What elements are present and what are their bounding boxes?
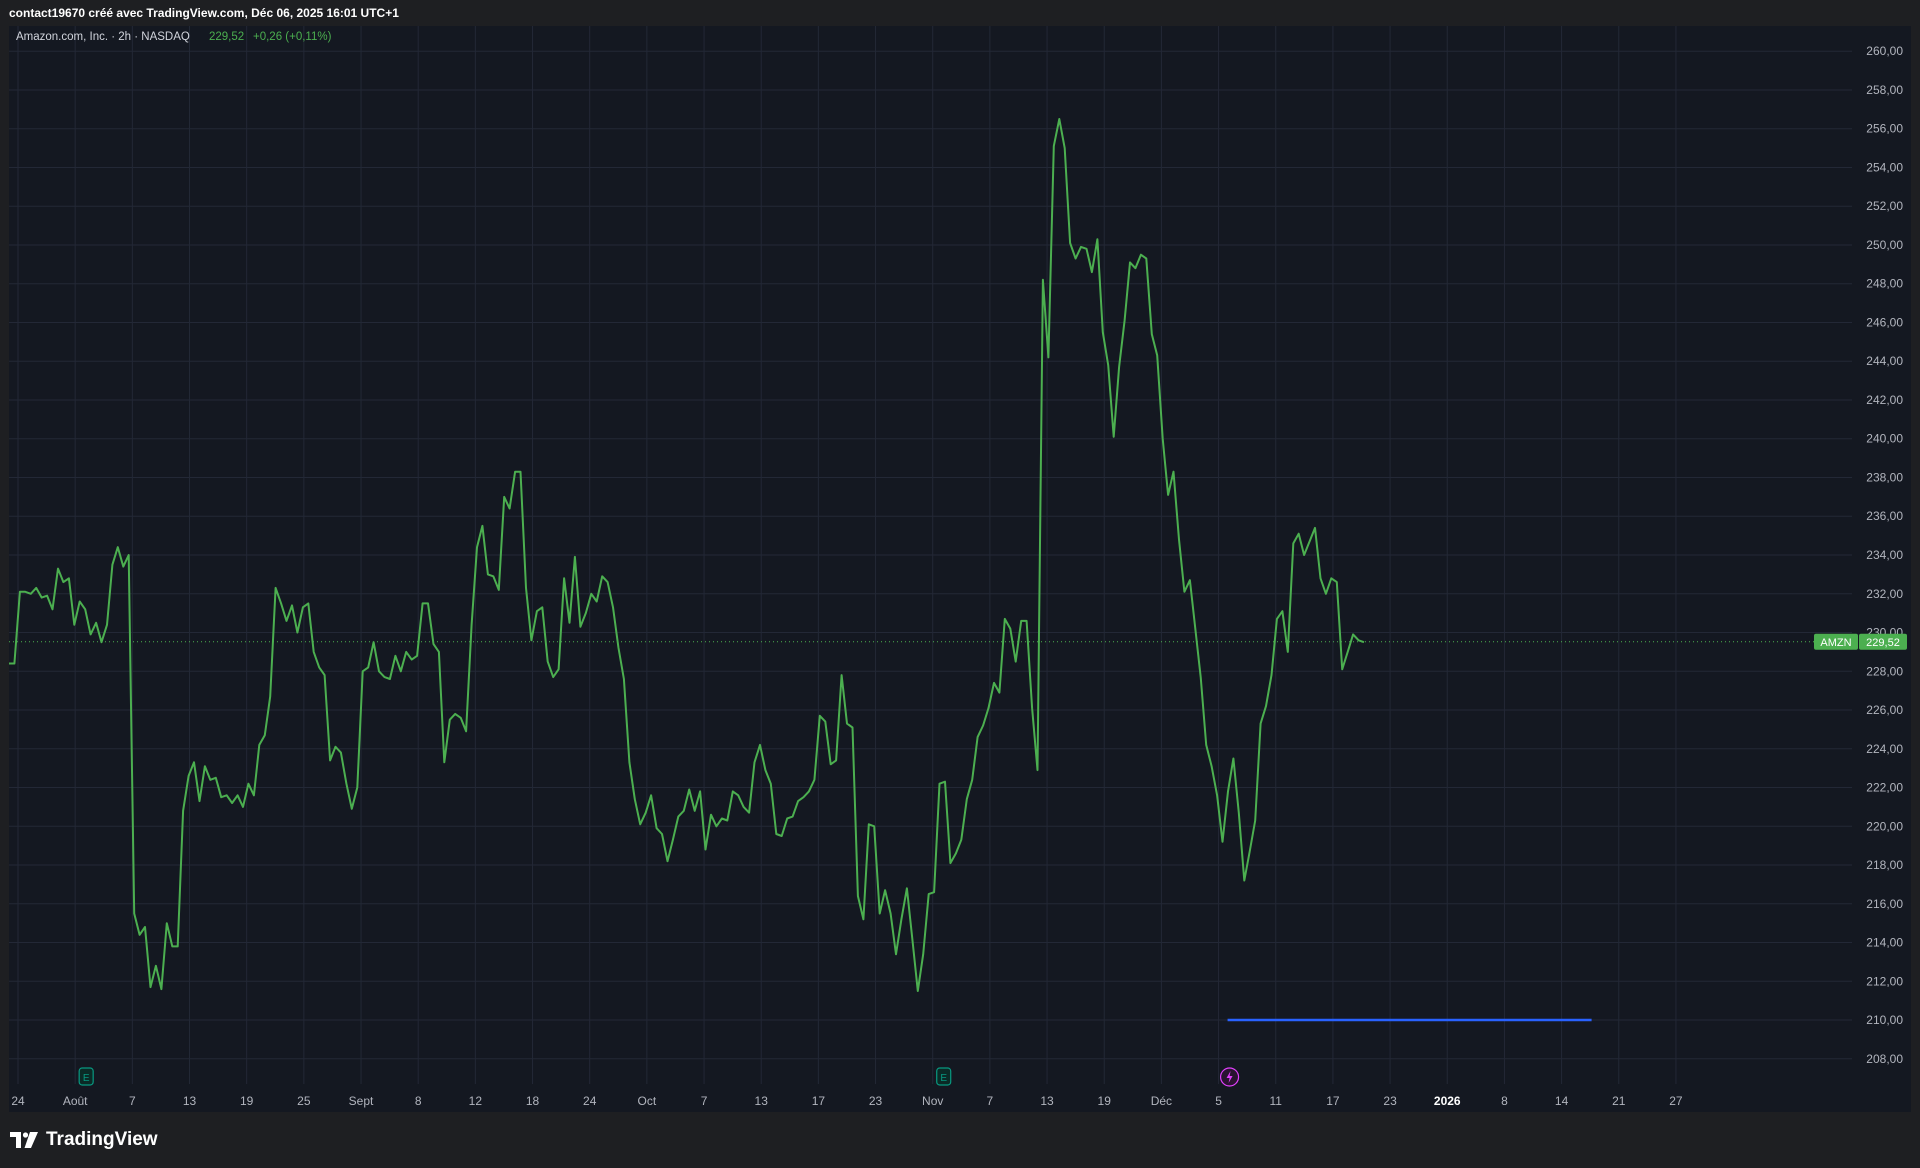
x-tick-label: 17	[812, 1094, 826, 1108]
price-tag-value: 229,52	[1866, 637, 1900, 649]
earnings-icon[interactable]: E	[78, 1067, 94, 1086]
brand-name: TradingView	[46, 1129, 158, 1150]
x-tick-label: Nov	[922, 1094, 943, 1108]
x-tick-label: 8	[415, 1094, 422, 1108]
x-tick-label: 27	[1669, 1094, 1683, 1108]
price-chart[interactable]: 260,00 258,00 256,00 254,00 252,00 250,00 248,…	[9, 26, 1911, 1112]
y-tick-label: 242,00	[1866, 393, 1903, 407]
y-tick-label: 248,00	[1866, 277, 1903, 291]
y-tick-label: 260,00	[1866, 44, 1903, 58]
price-tag-ticker: AMZN	[1820, 637, 1851, 649]
tradingview-logo-icon	[10, 1132, 38, 1148]
y-tick-label: 228,00	[1866, 664, 1903, 678]
chart-area[interactable]: 260,00 258,00 256,00 254,00 252,00 250,00 248,…	[9, 26, 1911, 1112]
earnings-marker-box	[78, 1067, 94, 1086]
earnings-marker-box	[936, 1067, 952, 1086]
x-tick-label: 17	[1326, 1094, 1340, 1108]
x-tick-label: 5	[1215, 1094, 1222, 1108]
price-tag-value-box	[1859, 633, 1907, 650]
x-tick-label: 12	[469, 1094, 483, 1108]
y-tick-label: 250,00	[1866, 238, 1903, 252]
y-tick-label: 236,00	[1866, 509, 1903, 523]
y-tick-label: 258,00	[1866, 83, 1903, 97]
y-tick-label: 224,00	[1866, 742, 1903, 756]
x-tick-label: 19	[1098, 1094, 1112, 1108]
price-tag: AMZN 229,52	[1814, 633, 1907, 650]
x-tick-label: 25	[297, 1094, 311, 1108]
y-tick-label: 208,00	[1866, 1052, 1903, 1066]
x-tick-label: Oct	[638, 1094, 657, 1108]
x-tick-label: 7	[987, 1094, 994, 1108]
legend-price: 229,52	[209, 31, 244, 43]
legend-change: +0,26 (+0,11%)	[253, 31, 332, 43]
x-tick-label: 7	[701, 1094, 708, 1108]
x-tick-label: Août	[63, 1094, 88, 1108]
y-tick-label: 218,00	[1866, 858, 1903, 872]
x-tick-label: 8	[1501, 1094, 1508, 1108]
chart-background	[9, 26, 1911, 1112]
x-tick-label: 11	[1270, 1094, 1283, 1108]
x-tick-label: Sept	[349, 1094, 374, 1108]
x-tick-label: 13	[1040, 1094, 1054, 1108]
y-tick-label: 212,00	[1866, 974, 1903, 988]
y-tick-label: 256,00	[1866, 122, 1903, 136]
y-tick-label: 240,00	[1866, 432, 1903, 446]
y-tick-label: 232,00	[1866, 587, 1903, 601]
y-tick-label: 220,00	[1866, 819, 1903, 833]
earnings-marker-label: E	[940, 1073, 947, 1084]
x-tick-label: 24	[583, 1094, 597, 1108]
footer: TradingView	[0, 1112, 1920, 1168]
y-tick-label: 234,00	[1866, 548, 1903, 562]
y-tick-label: 246,00	[1866, 315, 1903, 329]
chart-caption: contact19670 créé avec TradingView.com, …	[0, 0, 1920, 26]
x-tick-label: 13	[755, 1094, 769, 1108]
legend[interactable]: Amazon.com, Inc. · 2h · NASDAQ 229,52 +0…	[16, 31, 332, 43]
y-tick-label: 238,00	[1866, 470, 1903, 484]
series-layer[interactable]	[9, 118, 1852, 992]
earnings-marker-label: E	[83, 1073, 90, 1084]
split-icon[interactable]	[1219, 1067, 1240, 1087]
y-tick-label: 210,00	[1866, 1013, 1903, 1027]
earnings-icon[interactable]: E	[936, 1067, 952, 1086]
series-line-amzn[interactable]	[9, 118, 1365, 992]
x-tick-label: 7	[129, 1094, 136, 1108]
x-tick-label: 2026	[1434, 1094, 1461, 1108]
x-tick-label: 23	[1383, 1094, 1397, 1108]
x-tick-label: 23	[869, 1094, 883, 1108]
price-tag-ticker-box	[1814, 633, 1858, 650]
time-axis[interactable]: 24 Août 7 13 19 25 Sept 8 12 18 24 Oct 7 13 17 23 Nov 7 13…	[11, 1094, 1683, 1108]
y-tick-label: 226,00	[1866, 703, 1903, 717]
y-tick-label: 254,00	[1866, 160, 1903, 174]
x-tick-label: 13	[183, 1094, 197, 1108]
y-tick-label: 244,00	[1866, 354, 1903, 368]
grid	[9, 26, 1852, 1084]
x-tick-label: 21	[1612, 1094, 1626, 1108]
x-tick-label: 24	[11, 1094, 25, 1108]
legend-symbol: Amazon.com, Inc. · 2h · NASDAQ	[16, 31, 190, 43]
y-tick-label: 222,00	[1866, 781, 1903, 795]
y-tick-label: 216,00	[1866, 897, 1903, 911]
price-tag-layer: AMZN 229,52	[1814, 633, 1907, 650]
y-tick-label: 252,00	[1866, 199, 1903, 213]
lightning-glyph	[1226, 1071, 1233, 1083]
y-tick-label: 214,00	[1866, 936, 1903, 950]
tradingview-brand[interactable]: TradingView	[10, 1129, 158, 1151]
x-tick-label: Déc	[1151, 1094, 1172, 1108]
x-tick-label: 19	[240, 1094, 254, 1108]
x-tick-label: 18	[526, 1094, 540, 1108]
x-tick-label: 14	[1555, 1094, 1569, 1108]
